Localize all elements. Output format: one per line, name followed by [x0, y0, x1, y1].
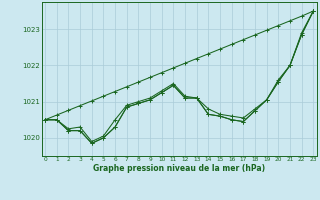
X-axis label: Graphe pression niveau de la mer (hPa): Graphe pression niveau de la mer (hPa) — [93, 164, 265, 173]
